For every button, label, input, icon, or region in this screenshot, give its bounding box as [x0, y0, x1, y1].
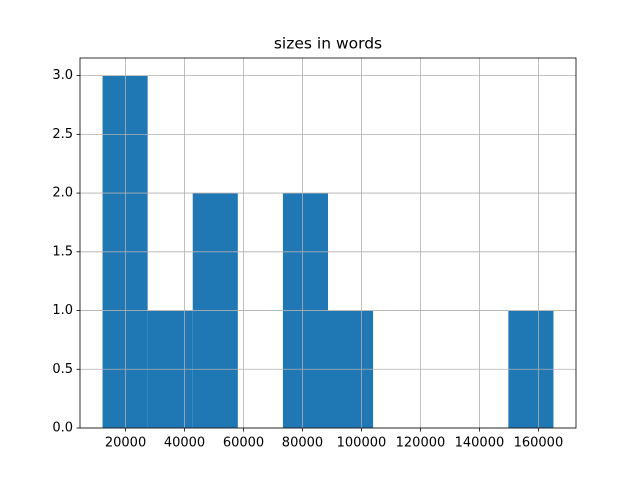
y-tick-label: 1.5: [52, 244, 73, 259]
y-tick-label: 0.5: [52, 362, 73, 377]
y-tick-label: 2.0: [52, 186, 73, 201]
x-tick-label: 160000: [514, 436, 564, 451]
y-tick-label: 3.0: [52, 68, 73, 83]
x-tick-label: 80000: [282, 436, 323, 451]
x-tick-label: 60000: [223, 436, 264, 451]
chart-title: sizes in words: [274, 35, 382, 53]
y-tick-label: 1.0: [52, 303, 73, 318]
y-tick-label: 0.0: [52, 421, 73, 436]
x-tick-label: 140000: [455, 436, 505, 451]
x-tick-label: 100000: [337, 436, 387, 451]
x-tick-label: 40000: [164, 436, 205, 451]
axes-frame: [79, 57, 577, 429]
x-tick-label: 120000: [396, 436, 446, 451]
x-tick-label: 20000: [105, 436, 146, 451]
y-tick-label: 2.5: [52, 127, 73, 142]
